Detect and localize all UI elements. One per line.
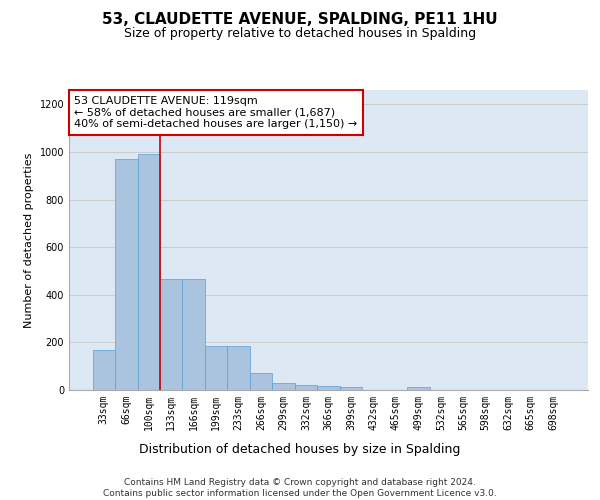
Text: 53, CLAUDETTE AVENUE, SPALDING, PE11 1HU: 53, CLAUDETTE AVENUE, SPALDING, PE11 1HU [102, 12, 498, 28]
Bar [182, 280, 205, 390]
Bar [250, 374, 272, 390]
Bar [137, 154, 160, 390]
Bar [92, 350, 115, 390]
Y-axis label: Number of detached properties: Number of detached properties [24, 152, 34, 328]
Text: Size of property relative to detached houses in Spalding: Size of property relative to detached ho… [124, 28, 476, 40]
Bar [295, 385, 317, 390]
Bar [205, 346, 227, 390]
Bar [227, 346, 250, 390]
Bar [340, 387, 362, 390]
Text: Distribution of detached houses by size in Spalding: Distribution of detached houses by size … [139, 442, 461, 456]
Text: Contains HM Land Registry data © Crown copyright and database right 2024.
Contai: Contains HM Land Registry data © Crown c… [103, 478, 497, 498]
Text: 53 CLAUDETTE AVENUE: 119sqm
← 58% of detached houses are smaller (1,687)
40% of : 53 CLAUDETTE AVENUE: 119sqm ← 58% of det… [74, 96, 358, 129]
Bar [160, 280, 182, 390]
Bar [115, 159, 137, 390]
Bar [407, 387, 430, 390]
Bar [272, 384, 295, 390]
Bar [317, 386, 340, 390]
